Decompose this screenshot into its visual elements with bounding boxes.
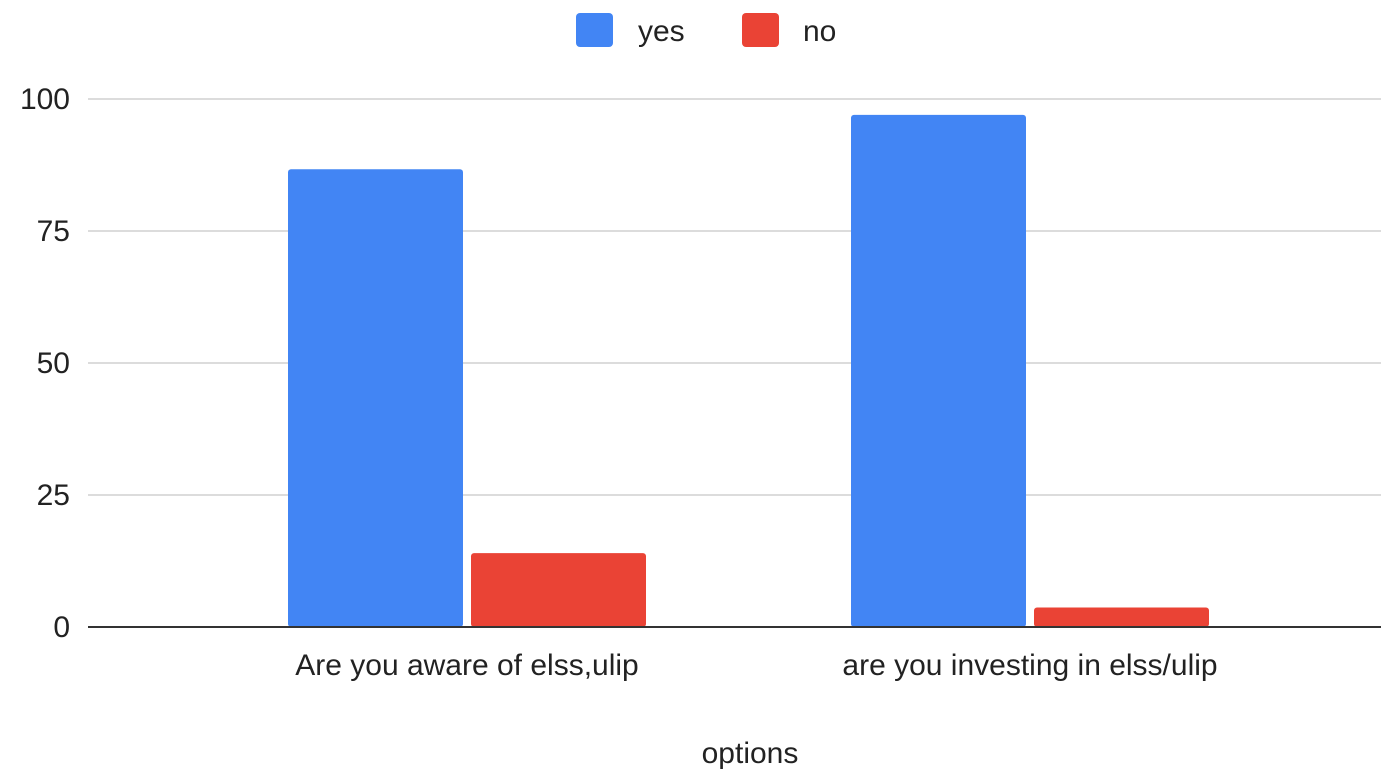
y-tick-label: 100: [20, 83, 70, 116]
gridlines: [88, 98, 1381, 496]
bar-no-1[interactable]: [471, 553, 646, 627]
x-tick-label: Are you aware of elss,ulip: [295, 649, 639, 682]
legend: yes no: [576, 13, 836, 48]
y-axis-tick-labels: 0 25 50 75 100: [20, 83, 70, 644]
bar-no-2[interactable]: [1034, 607, 1209, 627]
legend-label-no: no: [803, 15, 836, 48]
x-axis-title: options: [702, 737, 799, 770]
x-tick-label: are you investing in elss/ulip: [842, 649, 1217, 682]
y-tick-label: 25: [37, 479, 70, 512]
x-axis-tick-labels: Are you aware of elss,ulip are you invest…: [295, 649, 1217, 682]
legend-swatch-no: [742, 13, 779, 47]
legend-swatch-yes: [576, 13, 613, 47]
bar-yes-2[interactable]: [851, 114, 1026, 628]
bars: [288, 114, 1209, 628]
y-tick-label: 50: [37, 347, 70, 380]
y-tick-label: 75: [37, 215, 70, 248]
bar-yes-1[interactable]: [288, 169, 463, 627]
legend-label-yes: yes: [638, 15, 685, 48]
y-tick-label: 0: [53, 611, 70, 644]
